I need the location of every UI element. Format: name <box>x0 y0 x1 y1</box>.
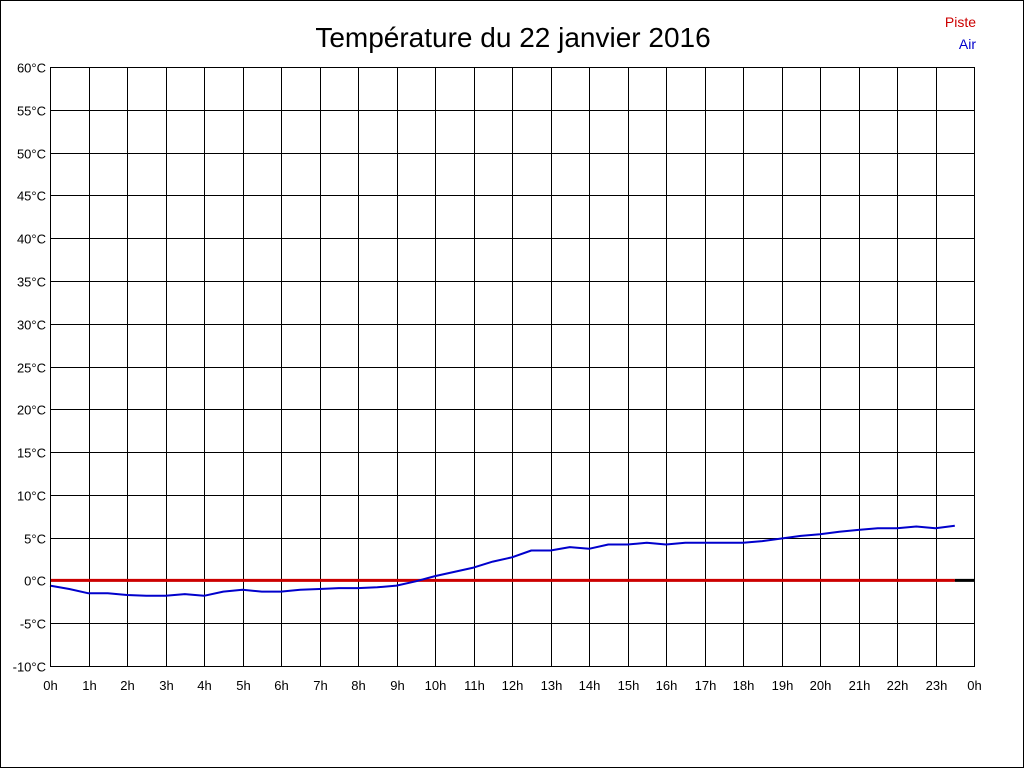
x-tick-label: 0h <box>43 678 57 693</box>
chart-title: Température du 22 janvier 2016 <box>315 22 710 53</box>
y-tick-label: -10°C <box>13 660 46 675</box>
y-tick-label: 15°C <box>17 446 46 461</box>
y-tick-label: 50°C <box>17 147 46 162</box>
y-tick-label: 5°C <box>24 532 46 547</box>
x-tick-label: 6h <box>274 678 288 693</box>
x-tick-label: 20h <box>810 678 832 693</box>
x-tick-label: 18h <box>733 678 755 693</box>
series-layer <box>49 524 974 597</box>
y-tick-label: 40°C <box>17 232 46 247</box>
y-tick-label: 45°C <box>17 189 46 204</box>
x-axis: 0h 1h 2h 3h 4h 5h 6h 7h 8h 9h 10h 11h 12h 13h 14h 15h 16… <box>43 678 981 693</box>
y-tick-label: 0°C <box>24 574 46 589</box>
x-tick-label: 0h <box>967 678 981 693</box>
x-tick-label: 19h <box>772 678 794 693</box>
x-tick-label: 17h <box>695 678 717 693</box>
y-tick-label: 30°C <box>17 318 46 333</box>
x-tick-label: 14h <box>579 678 601 693</box>
x-tick-label: 3h <box>159 678 173 693</box>
y-tick-label: 25°C <box>17 361 46 376</box>
plot-border <box>50 67 975 667</box>
x-tick-label: 9h <box>390 678 404 693</box>
x-tick-label: 10h <box>425 678 447 693</box>
x-tick-label: 15h <box>618 678 640 693</box>
y-tick-label: 60°C <box>17 61 46 76</box>
legend-entry-air: Air <box>959 36 976 52</box>
grid <box>50 67 975 667</box>
x-tick-label: 4h <box>197 678 211 693</box>
x-tick-label: 11h <box>464 678 485 693</box>
x-tick-label: 23h <box>926 678 948 693</box>
y-tick-label: -5°C <box>20 617 46 632</box>
series-line-air <box>49 524 955 597</box>
y-tick-label: 55°C <box>17 104 46 119</box>
x-tick-label: 16h <box>656 678 678 693</box>
legend-entry-piste: Piste <box>945 14 976 30</box>
x-tick-label: 1h <box>82 678 96 693</box>
y-tick-label: 10°C <box>17 489 46 504</box>
x-tick-label: 12h <box>502 678 524 693</box>
x-tick-label: 7h <box>313 678 327 693</box>
x-tick-label: 8h <box>351 678 365 693</box>
y-tick-label: 35°C <box>17 275 46 290</box>
x-tick-label: 21h <box>849 678 871 693</box>
legend: Piste Air <box>945 14 976 52</box>
x-tick-label: 2h <box>120 678 134 693</box>
x-tick-label: 13h <box>541 678 563 693</box>
x-tick-label: 5h <box>236 678 250 693</box>
y-tick-label: 20°C <box>17 403 46 418</box>
y-axis: -10°C -5°C 0°C 5°C 10°C 15°C 20°C 25°C 30°C 35°C 4… <box>13 61 46 675</box>
x-tick-label: 22h <box>887 678 909 693</box>
